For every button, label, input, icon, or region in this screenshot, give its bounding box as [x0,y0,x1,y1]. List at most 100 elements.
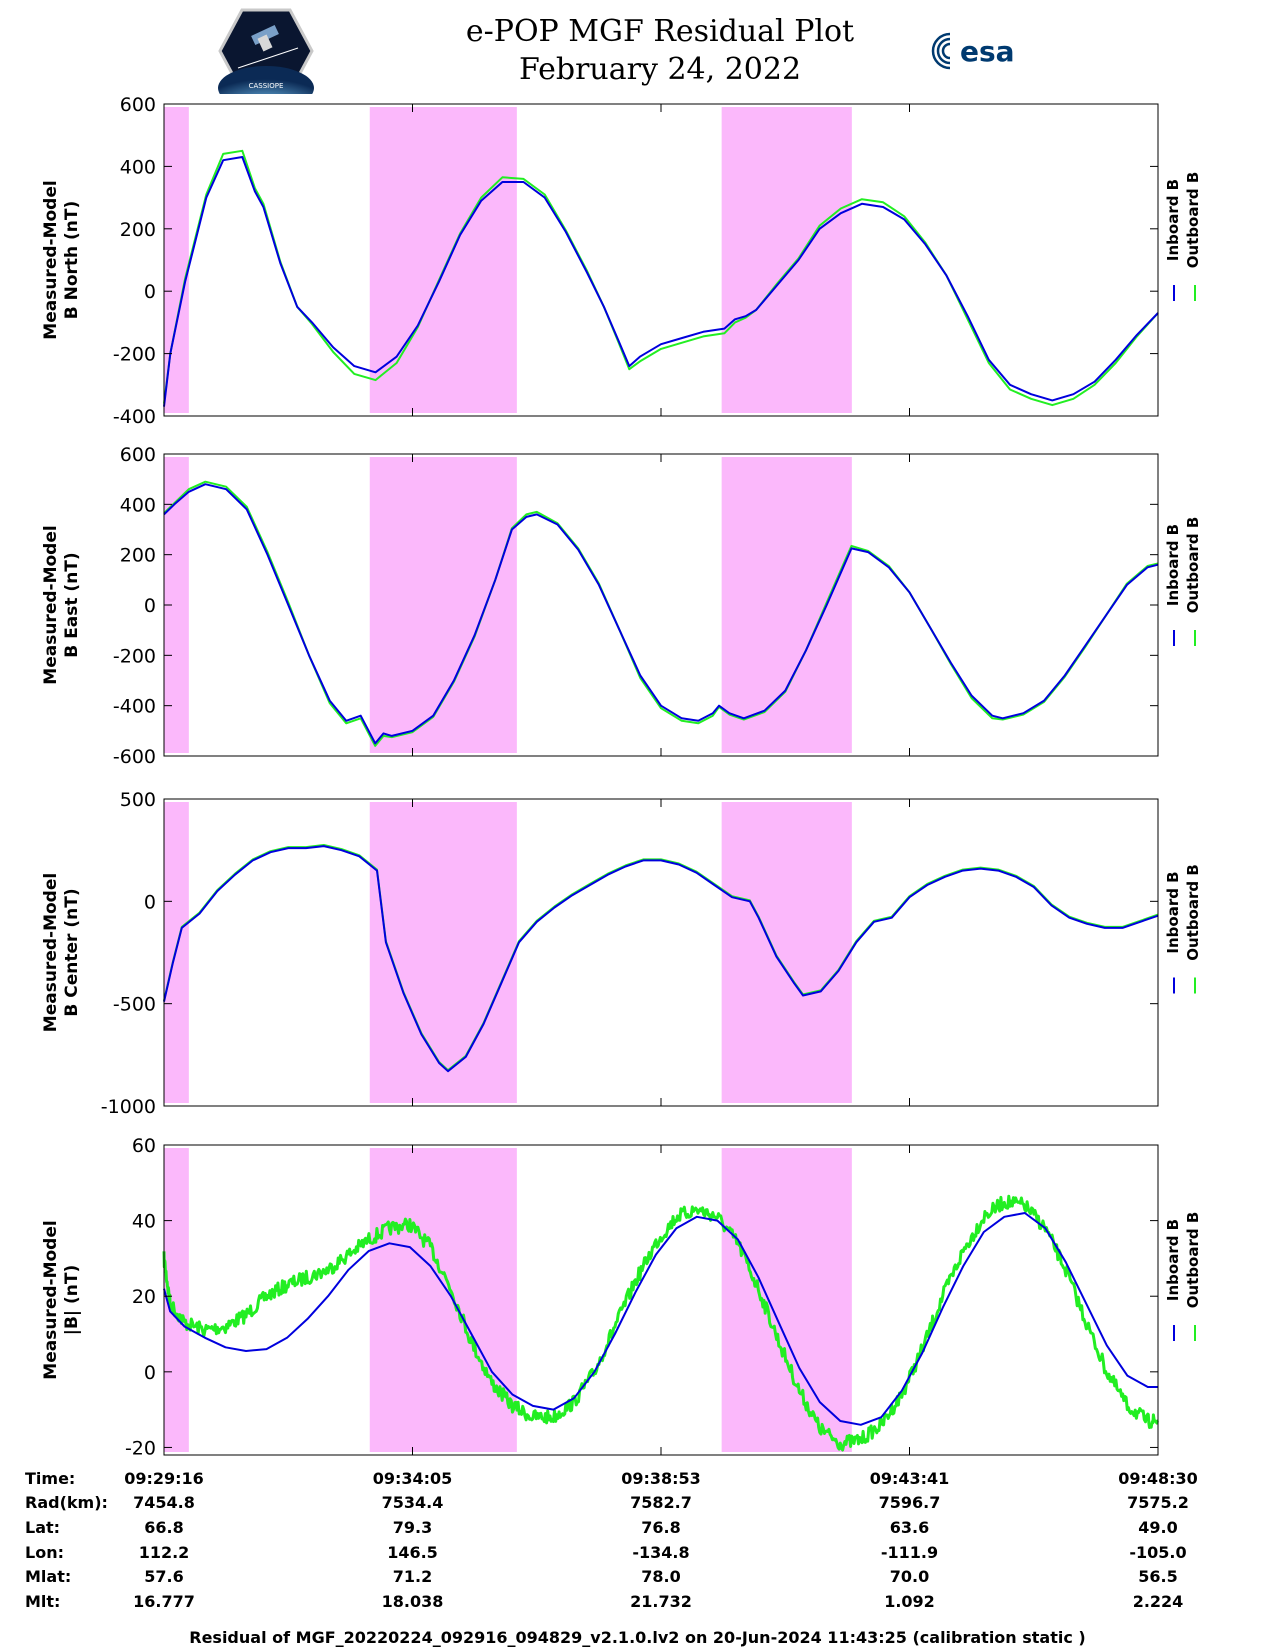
info-value: 09:38:53 [621,1469,701,1488]
footer-caption: Residual of MGF_20220224_092916_094829_v… [189,1628,1086,1647]
info-value: 09:29:16 [124,1469,204,1488]
ytick-label-center: 500 [120,789,156,811]
info-value: -111.9 [880,1543,939,1562]
info-value: -105.0 [1129,1543,1187,1562]
ylabel-line: Measured-Model [41,873,61,1032]
ytick-label-north: -200 [113,344,156,366]
info-value: 7575.2 [1127,1493,1189,1512]
ylabel-line: B East (nT) [62,552,82,657]
info-value: 66.8 [144,1518,184,1537]
info-value: 18.038 [381,1592,444,1611]
ytick-label-total: 40 [132,1211,156,1233]
info-row-label: Rad(km): [25,1493,108,1512]
legend-east: Inboard B Outboard B [1164,517,1202,614]
ytick-label-total: 20 [132,1286,156,1308]
ytick-label-center: -500 [113,994,156,1016]
shade-center-2 [721,802,852,1103]
shade-north-2 [721,107,852,413]
plot-date: February 24, 2022 [518,52,802,87]
info-value: 7454.8 [133,1493,195,1512]
legend-entry: Outboard B [1184,172,1202,269]
ytick-label-east: 400 [120,494,156,516]
shade-center-1 [369,802,517,1103]
ylabel-total: Measured-Model|B| (nT) [41,1220,82,1379]
info-value: 57.6 [144,1567,184,1586]
ytick-label-east: 0 [144,595,156,617]
ylabel-center: Measured-ModelB Center (nT) [41,873,82,1032]
ylabel-line: Measured-Model [41,180,61,339]
series-total-outboard [162,1194,1159,1452]
info-value: 16.777 [133,1592,195,1611]
series-north-outboard [163,149,1159,407]
ytick-label-north: 0 [144,281,156,303]
info-value: 21.732 [630,1592,692,1611]
info-row-label: Lat: [25,1518,61,1537]
info-value: 49.0 [1138,1518,1178,1537]
info-value: 112.2 [138,1543,190,1562]
ylabel-line: B Center (nT) [62,888,82,1016]
series-center-outboard [163,844,1159,1072]
ytick-label-center: -1000 [101,1096,156,1118]
ytick-label-north: 400 [120,156,156,178]
series-east-inboard [163,483,1159,745]
ytick-label-total: 60 [132,1135,156,1157]
shade-north-1 [369,107,517,413]
ytick-label-total: -20 [125,1437,156,1459]
esa-logo: esa [931,32,1015,70]
frame-center [163,798,1159,1107]
shade-east-1 [369,457,517,753]
legend-entry: Inboard B [1164,1219,1182,1301]
frame-east [163,453,1159,757]
info-value: 7582.7 [630,1493,692,1512]
ylabel-east: Measured-ModelB East (nT) [41,525,82,684]
series-center-inboard [163,845,1159,1073]
legend-total: Inboard B Outboard B [1164,1212,1202,1309]
info-value: 2.224 [1132,1592,1184,1611]
info-row-label: Lon: [25,1543,64,1562]
legend-entry: Inboard B [1164,179,1182,261]
ylabel-line: B North (nT) [62,201,82,320]
shade-north-0 [164,107,189,413]
series-total-inboard [163,1212,1158,1426]
legend-center: Inboard B Outboard B [1164,864,1202,961]
info-value: -134.8 [632,1543,690,1562]
info-value: 09:43:41 [869,1469,950,1488]
series-north-inboard [163,156,1159,407]
info-value: 79.3 [392,1518,433,1537]
esa-logo-text: esa [960,35,1015,68]
legend-entry: Outboard B [1184,1212,1202,1309]
legend-north: Inboard B Outboard B [1164,172,1202,269]
ytick-label-total: 0 [144,1362,156,1384]
legend-entry: Outboard B [1184,864,1202,961]
legend-entry: Inboard B [1164,871,1182,953]
info-row-label: Time: [25,1469,76,1488]
ytick-label-east: -200 [113,645,156,667]
info-value: 63.6 [889,1518,930,1537]
plot-title: e-POP MGF Residual Plot [465,14,855,49]
ytick-label-north: -400 [113,406,156,428]
ytick-label-east: 200 [120,545,156,567]
info-value: 78.0 [641,1567,681,1586]
legend-entry: Outboard B [1184,517,1202,614]
info-value: 09:34:05 [372,1469,453,1488]
ylabel-north: Measured-ModelB North (nT) [41,180,82,339]
frame-total [163,1144,1159,1456]
info-value: 71.2 [392,1567,433,1586]
cassiope-logo-text: CASSIOPE [249,82,284,90]
cassiope-logo: CASSIOPE [218,8,314,94]
info-value: 76.8 [641,1518,681,1537]
legend-entry: Inboard B [1164,524,1182,606]
ylabel-line: Measured-Model [41,525,61,684]
ylabel-line: |B| (nT) [62,1265,82,1336]
shade-total-1 [369,1148,517,1452]
info-row-label: Mlat: [25,1567,72,1586]
info-value: 146.5 [387,1543,438,1562]
ytick-label-east: -600 [113,746,156,768]
frame-north [163,103,1159,417]
info-value: 09:48:30 [1118,1469,1198,1488]
ylabel-line: Measured-Model [41,1220,61,1379]
shade-east-2 [721,457,852,753]
series-east-outboard [163,480,1159,747]
ytick-label-north: 600 [120,94,156,116]
